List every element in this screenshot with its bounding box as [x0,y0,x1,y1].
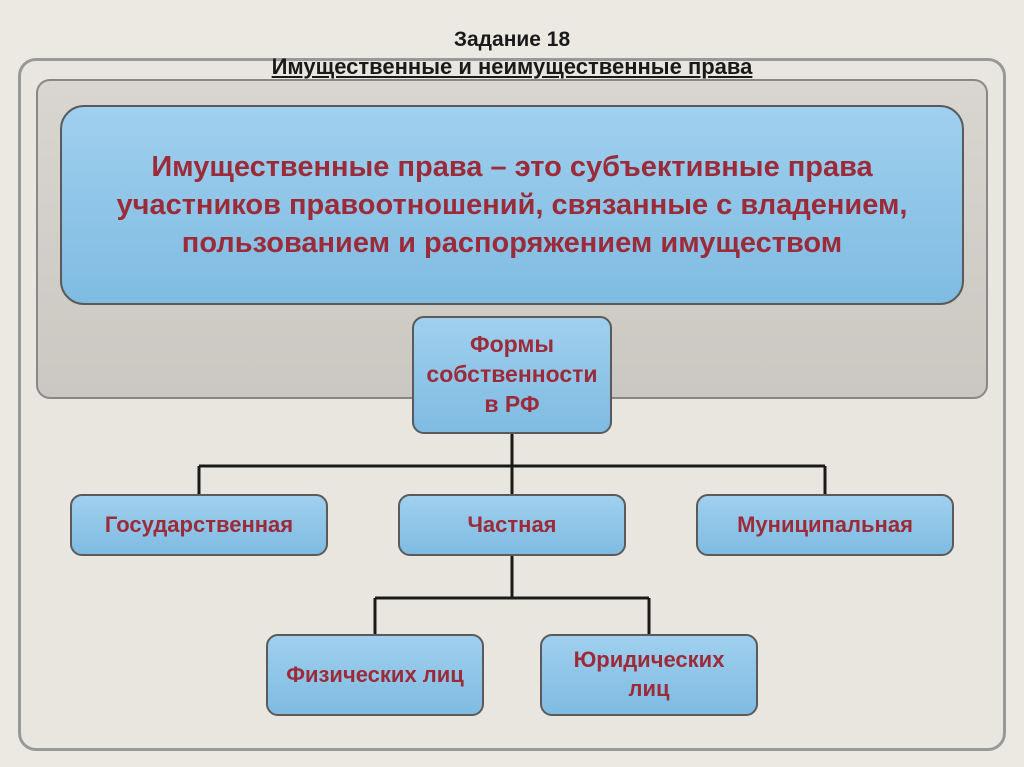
node-mun: Муниципальная [696,494,954,556]
definition-box: Имущественные права – это субъективные п… [60,105,964,305]
node-priv: Частная [398,494,626,556]
node-root: Формы собственности в РФ [412,316,612,434]
definition-text: Имущественные права – это субъективные п… [80,148,944,263]
task-label: Задание 18 [0,28,1024,52]
subtitle-label: Имущественные и неимущественные права [0,54,1024,80]
page-title-block: Задание 18 Имущественные и неимущественн… [0,28,1024,80]
node-jur: Юридических лиц [540,634,758,716]
node-gov: Государственная [70,494,328,556]
node-phys: Физических лиц [266,634,484,716]
